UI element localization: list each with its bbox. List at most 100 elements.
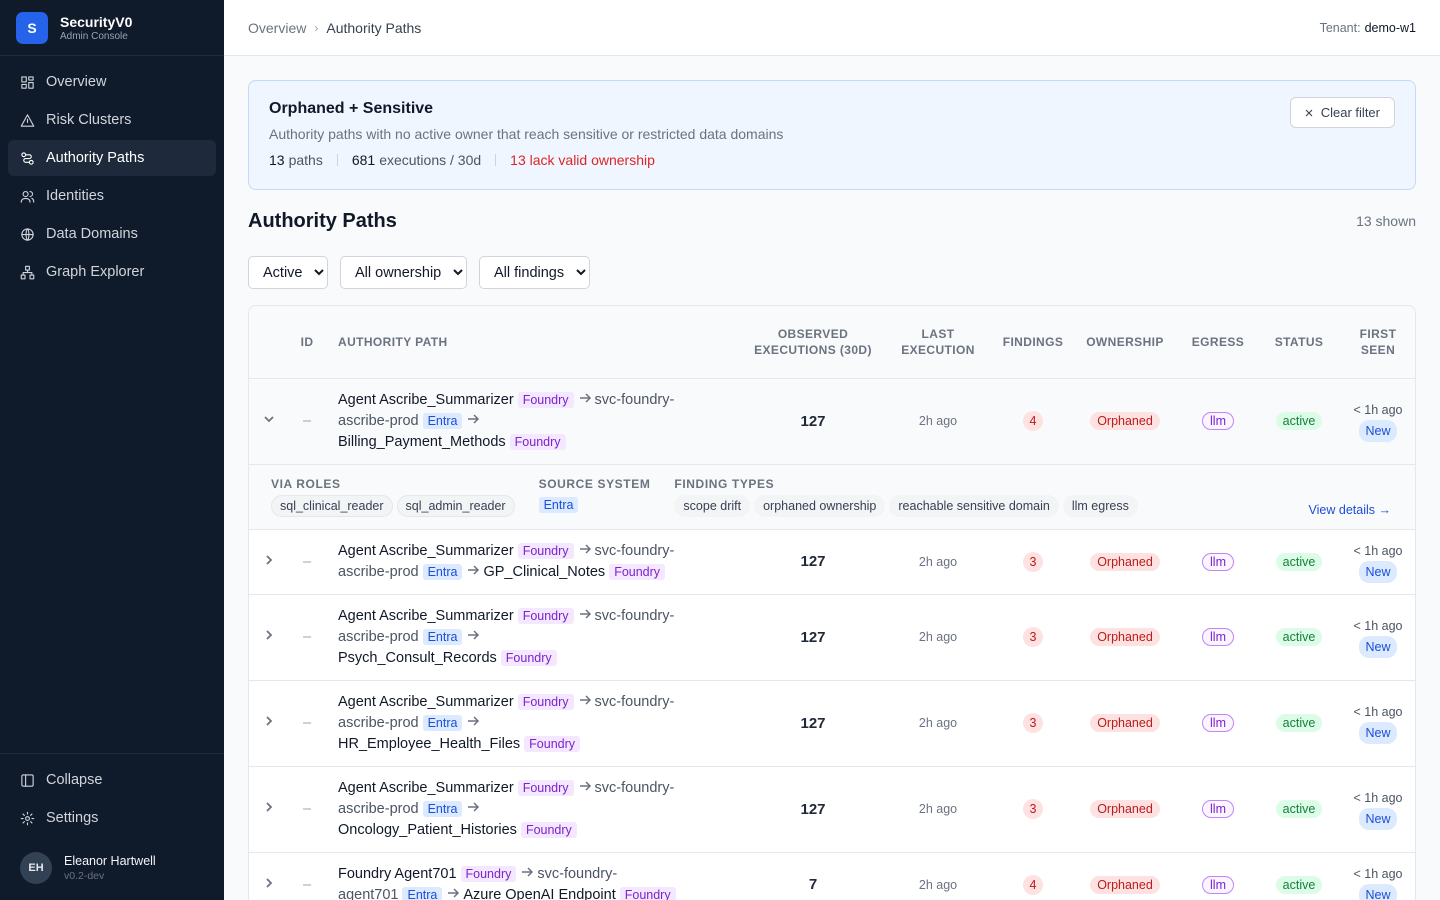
ownership: Orphaned	[1090, 714, 1160, 732]
system-tag: Entra	[402, 886, 443, 900]
icon	[21, 227, 34, 241]
executions: 127	[800, 714, 826, 732]
ownership: Orphaned	[1090, 800, 1160, 818]
findings: 3	[1023, 627, 1043, 647]
egress-cell: llm	[1179, 378, 1257, 465]
path-node: svc-foundry-ascribe-prod	[338, 779, 675, 817]
filters: Active All ownership All findings	[248, 256, 1416, 289]
status-cell: active	[1257, 594, 1341, 681]
header-cell: OBSERVED EXECUTIONS (30D)	[745, 306, 881, 379]
ownership-cell: Orphaned	[1071, 378, 1179, 465]
first-seen: < 1h ago	[1353, 705, 1403, 719]
path-cell: Agent Ascribe_Summarizer Foundry svc-found…	[325, 766, 745, 853]
last-execution: 2h ago	[918, 554, 958, 569]
filter-select[interactable]: Active	[248, 256, 328, 289]
expand-cell[interactable]	[249, 594, 289, 681]
paths-table: ID AUTHORITY PATH OBSERVED EXECUTIONS (30D…	[249, 306, 1415, 900]
path-cell: Foundry Agent701 Foundry svc-foundry-agent…	[325, 852, 745, 900]
path-row[interactable]: – Agent Ascribe_Summarizer Foundry svc-foun…	[249, 680, 1415, 767]
path-cell: Agent Ascribe_Summarizer Foundry svc-found…	[325, 680, 745, 767]
system-tag: Foundry	[517, 693, 574, 710]
nav-label: Overview	[46, 74, 107, 90]
egress-cell: llm	[1179, 680, 1257, 767]
expand-cell[interactable]	[249, 680, 289, 767]
path-cell: Agent Ascribe_Summarizer Foundry svc-found…	[325, 594, 745, 681]
id-cell: –	[289, 852, 325, 900]
system-tag: Foundry	[517, 391, 574, 408]
nav-item[interactable]: Identities	[8, 178, 216, 214]
banner-title: Orphaned + Sensitive	[269, 100, 434, 117]
executions-cell: 127	[745, 529, 881, 595]
status-cell: active	[1257, 680, 1341, 767]
path-row[interactable]: – Agent Ascribe_Summarizer Foundry svc-foun…	[249, 766, 1415, 853]
egress-cell: llm	[1179, 852, 1257, 900]
system-tag: Entra	[422, 412, 463, 429]
nav-label: Identities	[46, 188, 105, 204]
via-roles: VIA ROLES sql_clinical_reader sql_admin_re…	[271, 477, 515, 517]
nav: Overview Risk Clusters Authority Paths Iden…	[0, 56, 224, 300]
expand-cell[interactable]	[249, 852, 289, 900]
finding-chip: reachable sensitive domain	[889, 494, 1059, 517]
last-cell: 2h ago	[881, 529, 995, 595]
first-seen: < 1h ago	[1353, 866, 1403, 881]
nav-item[interactable]: Risk Clusters	[8, 102, 216, 138]
system-tag: Entra	[422, 563, 463, 580]
expand-cell[interactable]	[249, 378, 289, 465]
last-cell: 2h ago	[881, 680, 995, 767]
nav-item[interactable]: Overview	[8, 64, 216, 100]
system-tag: Foundry	[520, 821, 577, 838]
user-version: v0.2-dev	[64, 870, 105, 882]
clear-filter-button[interactable]: Clear filter	[1289, 97, 1395, 128]
path-row[interactable]: – Agent Ascribe_Summarizer Foundry svc-foun…	[249, 529, 1415, 595]
ownership: Orphaned	[1090, 875, 1160, 894]
findings: 4	[1023, 411, 1043, 431]
executions-cell: 127	[745, 378, 881, 465]
path-row[interactable]: – Foundry Agent701 Foundry svc-foundry-agen…	[249, 852, 1415, 900]
clear-label: Clear filter	[1320, 105, 1380, 120]
icon	[468, 715, 480, 726]
executions-count: 681	[351, 152, 376, 168]
icon	[468, 564, 480, 575]
icon	[579, 392, 591, 403]
header-cell: LAST EXECUTION	[881, 306, 995, 379]
nav-item[interactable]: Graph Explorer	[8, 254, 216, 290]
breadcrumb[interactable]: Overview	[248, 19, 307, 36]
icon	[266, 630, 273, 640]
footer-item[interactable]: Collapse	[8, 762, 216, 798]
system-tag: Foundry	[517, 542, 574, 559]
nav-item[interactable]: Data Domains	[8, 216, 216, 252]
filter-select[interactable]: All ownership	[340, 256, 467, 289]
id-cell: –	[289, 378, 325, 465]
header-cell	[249, 306, 289, 379]
path-node: HR_Employee_Health_Files	[338, 735, 521, 752]
egress: llm	[1202, 628, 1234, 646]
path-row[interactable]: – Agent Ascribe_Summarizer Foundry svc-foun…	[249, 594, 1415, 681]
path-cell: Agent Ascribe_Summarizer Foundry svc-found…	[325, 529, 745, 595]
footer-item[interactable]: Settings	[8, 800, 216, 836]
header-cell: STATUS	[1257, 306, 1341, 379]
executions-label: executions / 30d	[379, 152, 482, 168]
header-cell: EGRESS	[1179, 306, 1257, 379]
last-execution: 2h ago	[918, 716, 958, 730]
egress: llm	[1202, 552, 1234, 571]
filter-select[interactable]: All findings	[479, 256, 590, 289]
icon	[1305, 109, 1313, 116]
separator: ›	[314, 20, 319, 35]
paths-label: paths	[288, 152, 323, 168]
expand-cell[interactable]	[249, 529, 289, 595]
finding-chip: llm egress	[1062, 494, 1138, 517]
view-details-link[interactable]: View details →	[1308, 502, 1391, 517]
path-node: Agent Ascribe_Summarizer	[338, 779, 514, 796]
detail-row: VIA ROLES sql_clinical_reader sql_admin_re…	[249, 464, 1415, 530]
path-row[interactable]: – Agent Ascribe_Summarizer Foundry svc-foun…	[249, 378, 1415, 465]
nav-item[interactable]: Authority Paths	[8, 140, 216, 176]
findings-cell: 4	[995, 378, 1071, 465]
icon	[21, 773, 34, 787]
nav-label: Graph Explorer	[46, 264, 145, 280]
detail-cell: VIA ROLES sql_clinical_reader sql_admin_re…	[249, 464, 1415, 530]
divider	[495, 154, 497, 166]
icon	[468, 801, 480, 812]
section-header: Authority Paths 13 shown	[248, 209, 1416, 233]
first-seen: < 1h ago	[1353, 403, 1403, 417]
expand-cell[interactable]	[249, 766, 289, 853]
